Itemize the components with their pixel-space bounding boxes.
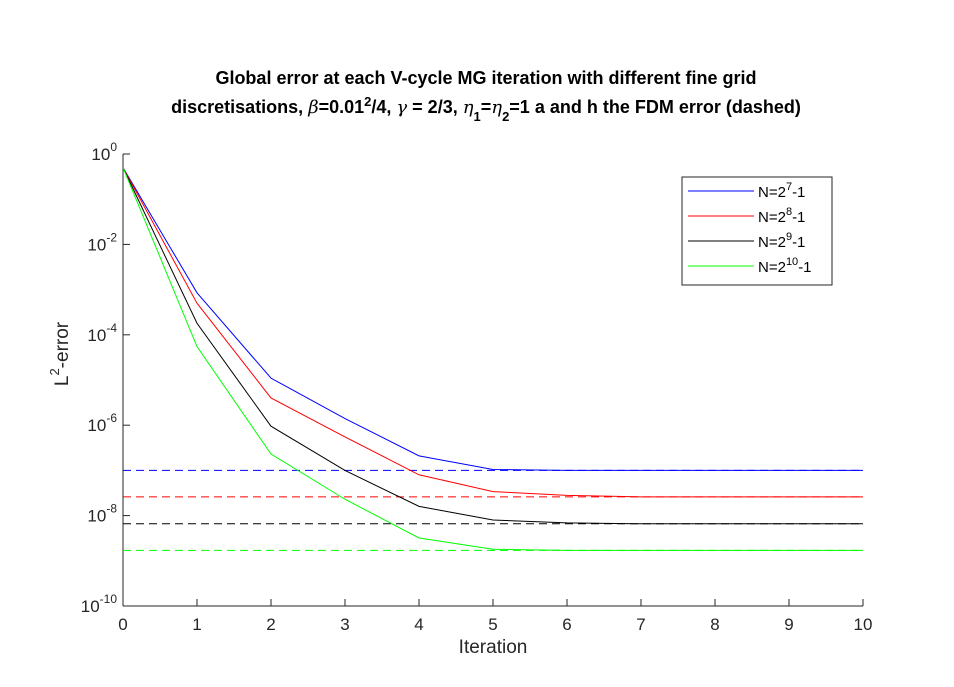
legend-label-1: N=28-1	[758, 206, 805, 226]
y-tick-exponent: -4	[106, 321, 117, 335]
x-axis-label: Iteration	[459, 637, 528, 658]
title-part: γ	[396, 97, 407, 118]
y-tick-label: 10-10	[81, 592, 118, 616]
legend-exp: 10	[786, 256, 798, 268]
series-line-2	[122, 167, 863, 525]
title-part: 2	[502, 109, 509, 124]
y-tick-base: 10	[87, 235, 106, 254]
legend-base: N=2	[758, 234, 786, 251]
y-tick-label: 10-6	[87, 411, 117, 435]
title-part: =	[481, 97, 492, 117]
title-part: discretisations,	[171, 97, 308, 117]
legend-label-2: N=29-1	[758, 231, 805, 251]
legend-rest: -1	[792, 234, 805, 251]
y-tick-label: 100	[91, 140, 117, 164]
legend-rest: -1	[792, 184, 805, 201]
y-tick-label: 10-8	[87, 502, 117, 526]
legend-exp: 8	[786, 206, 792, 218]
legend-box	[681, 176, 833, 286]
legend-rest: -1	[792, 209, 805, 226]
series-line-3	[122, 167, 863, 551]
title-part: 2	[364, 94, 371, 109]
series-line-1	[122, 167, 863, 498]
series-lines	[122, 167, 863, 551]
x-tick-label: 6	[562, 615, 571, 634]
legend-label-0: N=27-1	[758, 181, 805, 201]
y-tick-base: 10	[81, 597, 100, 616]
legend-exp: 7	[786, 181, 792, 193]
x-tick-label: 2	[266, 615, 275, 634]
title-part: =1 a and h the FDM error (dashed)	[509, 97, 801, 117]
y-tick-exponent: -10	[100, 592, 118, 606]
legend: N=27-1N=28-1N=29-1N=210-1	[681, 176, 833, 286]
x-tick-label: 7	[636, 615, 645, 634]
y-tick-base: 10	[87, 507, 106, 526]
x-tick-label: 9	[784, 615, 793, 634]
chart-title-line2: discretisations, β=0.012/4, γ = 2/3, η1=…	[171, 94, 801, 124]
y-axis-label-text: L2-error	[47, 321, 73, 386]
chart-title: Global error at each V-cycle MG iteratio…	[171, 68, 801, 124]
y-label-sup: 2	[47, 368, 62, 375]
y-tick-exponent: -8	[106, 502, 117, 516]
legend-label-3: N=210-1	[758, 256, 812, 276]
title-part: η	[491, 97, 502, 118]
x-tick-label: 10	[854, 615, 873, 634]
x-tick-label: 4	[414, 615, 423, 634]
y-label-rest: -error	[52, 321, 73, 368]
y-axis-label: L2-error	[47, 321, 73, 386]
legend-base: N=2	[758, 184, 786, 201]
y-tick-base: 10	[91, 145, 110, 164]
legend-base: N=2	[758, 259, 786, 276]
y-tick-base: 10	[87, 326, 106, 345]
series-line-0	[122, 167, 863, 471]
y-tick-label: 10-4	[87, 321, 117, 345]
title-part: = 2/3,	[407, 97, 463, 117]
title-part: 1	[474, 109, 481, 124]
y-tick-exponent: -6	[106, 411, 117, 425]
x-tick-label: 1	[192, 615, 201, 634]
title-part: =0.01	[319, 97, 365, 117]
legend-rest: -1	[798, 259, 811, 276]
title-part: β	[307, 97, 318, 118]
y-tick-exponent: 0	[110, 140, 117, 154]
x-tick-label: 5	[488, 615, 497, 634]
legend-base: N=2	[758, 209, 786, 226]
title-part: /4,	[371, 97, 396, 117]
x-axis: 0 1 2 3 4 5 6 7 8 9 10	[118, 599, 872, 634]
title-part: η	[463, 97, 474, 118]
x-tick-label: 0	[118, 615, 127, 634]
y-tick-exponent: -2	[106, 230, 117, 244]
y-tick-base: 10	[87, 416, 106, 435]
x-tick-label: 8	[710, 615, 719, 634]
legend-exp: 9	[786, 231, 792, 243]
y-label-base: L	[52, 376, 73, 387]
chart-title-line1: Global error at each V-cycle MG iteratio…	[215, 68, 756, 88]
x-tick-label: 3	[340, 615, 349, 634]
y-tick-label: 10-2	[87, 230, 117, 254]
